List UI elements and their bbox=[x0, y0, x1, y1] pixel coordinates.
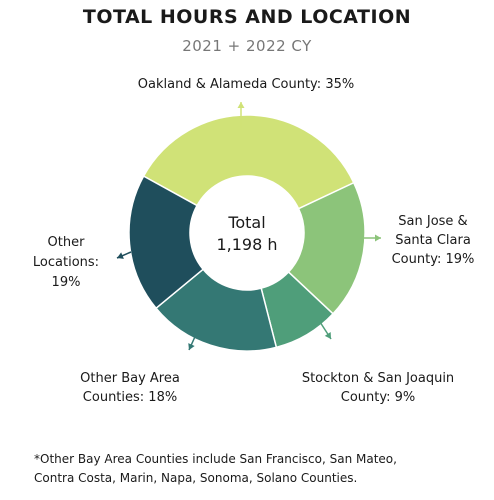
footnote: *Other Bay Area Counties include San Fra… bbox=[34, 450, 474, 488]
footnote-line-1: *Other Bay Area Counties include San Fra… bbox=[34, 452, 397, 466]
chart-subtitle: 2021 + 2022 CY bbox=[182, 37, 312, 55]
slice-label-line: County: 19% bbox=[392, 252, 475, 267]
slice-label-line: County: 9% bbox=[341, 390, 416, 405]
slice-label-4: Other Bay Area Counties: 18% bbox=[80, 371, 180, 405]
slice-label-line: Oakland & Alameda County: 35% bbox=[138, 77, 354, 92]
slice-label-3: Stockton & San Joaquin County: 9% bbox=[302, 371, 454, 405]
slice-label-line: 19% bbox=[52, 275, 81, 290]
leader-arrowhead-4 bbox=[188, 343, 195, 350]
slice-label-line: Other bbox=[48, 235, 86, 250]
slice-label-1: Oakland & Alameda County: 35% bbox=[138, 77, 354, 92]
slice-label-line: Other Bay Area bbox=[80, 371, 180, 386]
leader-arrowhead-3 bbox=[324, 332, 331, 339]
chart-title: TOTAL HOURS AND LOCATION bbox=[82, 6, 412, 28]
slice-label-2: San Jose & Santa Clara County: 19% bbox=[392, 214, 475, 267]
slice-1 bbox=[142, 114, 355, 210]
center-label: Total bbox=[227, 213, 265, 232]
slice-label-line: Counties: 18% bbox=[83, 390, 177, 405]
slice-label-5: Other Locations: 19% bbox=[33, 235, 99, 290]
footnote-line-2: Contra Costa, Marin, Napa, Sonoma, Solan… bbox=[34, 471, 358, 485]
leader-arrowhead-1 bbox=[237, 102, 245, 108]
slice-2 bbox=[287, 181, 366, 315]
slice-label-line: Santa Clara bbox=[395, 233, 471, 248]
center-value: 1,198 h bbox=[216, 235, 277, 254]
slice-label-line: San Jose & bbox=[398, 214, 467, 229]
slice-label-line: Stockton & San Joaquin bbox=[302, 371, 454, 386]
slice-5 bbox=[128, 175, 205, 310]
leader-arrowhead-2 bbox=[375, 234, 381, 242]
slice-label-line: Locations: bbox=[33, 255, 99, 270]
leader-arrowhead-5 bbox=[117, 252, 124, 259]
